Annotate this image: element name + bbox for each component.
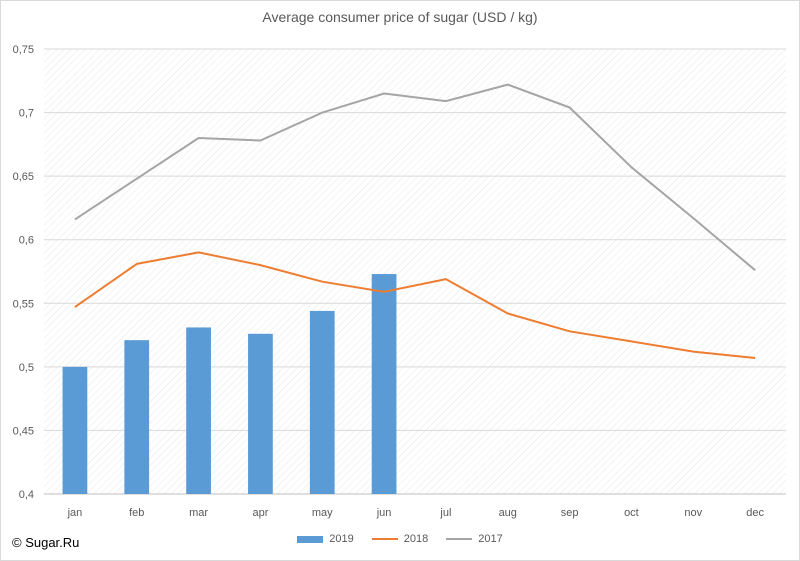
legend-label: 2018 [403, 533, 429, 545]
chart-title: Average consumer price of sugar (USD / k… [262, 9, 538, 25]
y-tick-label: 0,65 [13, 171, 34, 183]
bar-2019 [248, 333, 273, 494]
bar-2019 [371, 274, 397, 494]
legend-swatch [446, 538, 473, 540]
y-tick-labels: 0,4 0,45 0,5 0,55 0,6 0,65 0,7 0,75 [13, 44, 34, 501]
copyright-text: © Sugar.Ru [12, 535, 80, 550]
bar-2019 [309, 310, 335, 494]
legend-item-2018: 2018 [371, 533, 429, 545]
y-tick-label: 0,75 [13, 44, 34, 56]
chart-legend: 2019 2018 2017 [0, 533, 800, 545]
grid-lines [44, 48, 786, 495]
x-tick-label: jul [439, 507, 451, 519]
legend-item-2019: 2019 [297, 533, 354, 545]
y-tick-label: 0,5 [19, 362, 34, 374]
x-tick-label: dec [746, 507, 764, 519]
x-tick-label: aug [499, 507, 517, 519]
y-tick-label: 0,6 [19, 235, 34, 247]
y-tick-label: 0,7 [19, 108, 34, 120]
plot-area [44, 49, 786, 494]
bar-2019 [124, 340, 150, 494]
x-tick-label: apr [252, 507, 268, 519]
y-tick-label: 0,45 [13, 425, 34, 437]
x-tick-label: sep [561, 507, 579, 519]
x-tick-label: jan [67, 507, 83, 519]
line-series [74, 83, 756, 359]
y-tick-label: 0,4 [19, 489, 34, 501]
bar-2019 [186, 327, 211, 494]
line-2018 [74, 251, 756, 359]
x-tick-labels: jan feb mar apr may jun jul aug sep oct nov dec [67, 507, 765, 519]
y-tick-label: 0,55 [13, 298, 34, 310]
x-tick-label: may [312, 507, 333, 519]
legend-label: 2017 [478, 533, 503, 545]
line-2017 [74, 83, 756, 271]
x-tick-label: oct [624, 507, 639, 519]
bar-2019 [62, 366, 88, 494]
x-tick-label: jun [376, 507, 392, 519]
legend-label: 2019 [329, 533, 354, 545]
x-tick-label: nov [684, 507, 702, 519]
legend-item-2017: 2017 [446, 533, 503, 545]
legend-swatch [371, 538, 398, 540]
bar-series [62, 274, 397, 494]
x-tick-label: mar [189, 507, 208, 519]
legend-swatch [297, 535, 324, 543]
x-tick-label: feb [129, 507, 144, 519]
